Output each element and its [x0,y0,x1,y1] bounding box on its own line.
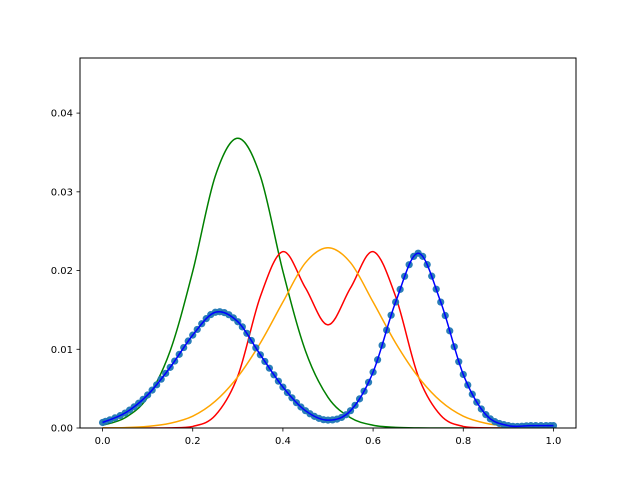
series-2-line [102,246,554,428]
x-tick-label: 0.6 [365,436,381,447]
series-4-line [102,252,554,428]
y-tick-label: 0.02 [51,266,73,277]
series-layer [98,137,558,428]
ticks-layer: 0.0 0.2 0.4 0.6 0.8 1.0 0.00 0.01 0.02 0.03 0.04 [51,109,562,447]
x-tick-label: 0.4 [275,436,291,447]
y-tick-label: 0.04 [51,109,73,120]
y-tick-label: 0.03 [51,187,73,198]
x-tick-label: 0.8 [455,436,471,447]
series-0-line [102,137,554,428]
axes-frame [79,57,577,429]
x-tick-label: 0.0 [95,436,111,447]
y-tick-label: 0.00 [51,424,73,435]
axes-layer [79,57,577,429]
plot-area [80,58,576,428]
x-tick-label: 1.0 [546,436,562,447]
y-tick-label: 0.01 [51,345,73,356]
x-tick-label: 0.2 [185,436,201,447]
